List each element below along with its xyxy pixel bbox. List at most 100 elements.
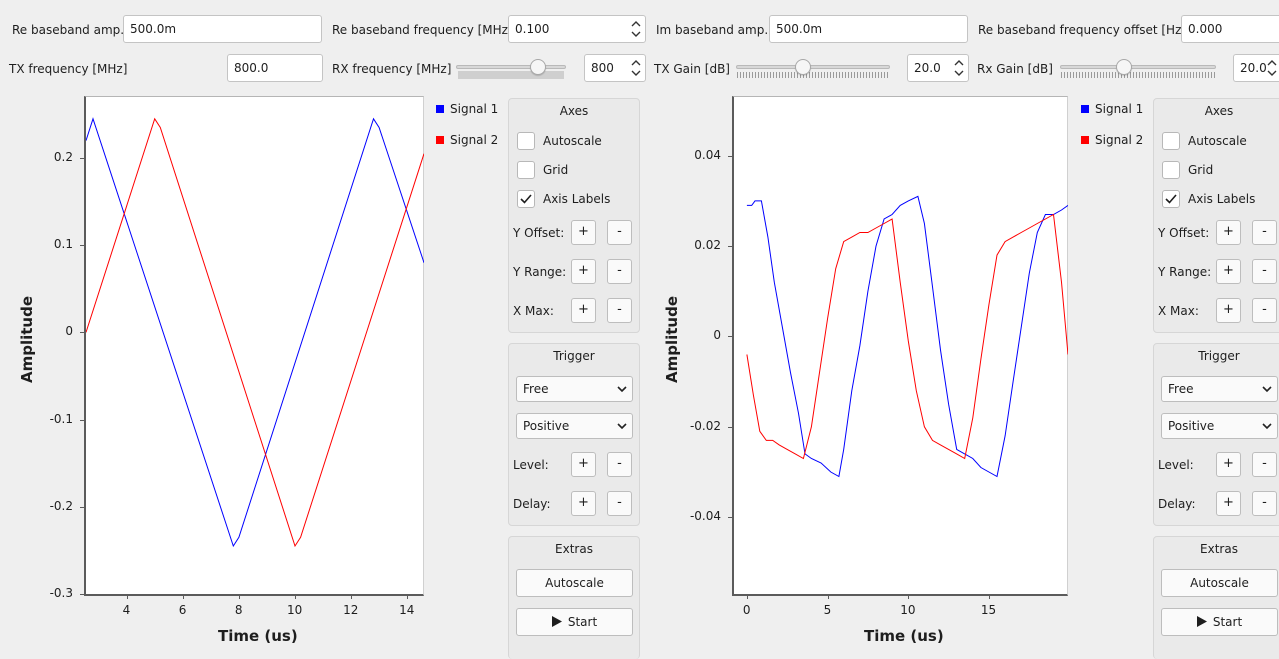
spin-arrows-icon[interactable] [954,58,964,78]
plot2-canvas[interactable] [732,96,1068,596]
level-plus-button[interactable]: + [1216,452,1241,477]
spin-arrows-icon[interactable] [1267,58,1277,78]
axis-labels-checkbox[interactable] [517,190,535,208]
checkmark-icon [520,194,532,204]
re-amp-input[interactable]: 500.0m [123,15,322,43]
axis-labels-checkbox[interactable] [1162,190,1180,208]
y-tick-mark [728,336,733,338]
spin-arrows-icon[interactable] [631,58,641,78]
plot2-xlabel: Time (us) [864,627,944,645]
y-tick-label: 0.04 [694,147,721,162]
y-range-plus-button[interactable]: + [571,259,596,284]
y-tick-label: 0 [65,324,73,339]
x-tick-label: 4 [122,603,131,617]
y-offset-plus-button[interactable]: + [571,220,596,245]
level-plus-button[interactable]: + [571,452,596,477]
trigger-group-title: Trigger [553,349,595,363]
series-line-signal2 [746,213,1068,460]
tx-gain-label: TX Gain [dB] [654,62,730,76]
y-tick-label: 0.2 [53,150,73,165]
rx-gain-spinbox[interactable]: 20.0 [1233,54,1279,82]
plot1-container: Time (us) Amplitude Signal 1 Signal 2 4 6… [0,90,500,659]
x-max-minus-button[interactable]: - [1252,298,1277,323]
x-tick-mark [908,594,910,599]
x-tick-mark [294,594,296,599]
control-panel-2: Axes Autoscale Grid Axis Labels Y Offset… [1153,98,1279,659]
y-offset-minus-button[interactable]: - [1252,220,1277,245]
tx-gain-slider[interactable] [734,58,892,80]
y-offset-minus-button[interactable]: - [607,220,632,245]
rx-freq-value: 800 [591,61,614,75]
tx-gain-spinbox[interactable]: 20.0 [907,54,969,82]
rx-freq-slider-track [456,65,566,69]
tx-freq-label: TX frequency [MHz] [9,62,128,76]
y-range-minus-button[interactable]: - [607,259,632,284]
trigger-slope-select[interactable]: Positive [1161,413,1278,439]
tx-gain-value: 20.0 [914,61,941,75]
x-max-label: X Max: [1158,304,1199,318]
rx-freq-slider[interactable] [454,58,568,80]
re-freq-offset-label: Re baseband frequency offset [Hz] [978,23,1187,37]
delay-plus-button[interactable]: + [1216,491,1241,516]
x-tick-label: 6 [178,603,187,617]
delay-minus-button[interactable]: - [607,491,632,516]
rx-freq-spinbox[interactable]: 800 [584,54,646,82]
start-button[interactable]: Start [516,608,633,636]
y-offset-plus-button[interactable]: + [1216,220,1241,245]
trigger-mode-select[interactable]: Free [1161,376,1278,402]
trigger-group-title: Trigger [1198,349,1240,363]
chevron-down-icon [617,386,627,393]
x-max-plus-button[interactable]: + [571,298,596,323]
y-tick-label: 0.02 [694,238,721,253]
start-button[interactable]: Start [1161,608,1278,636]
axes-group: Axes Autoscale Grid Axis Labels Y Offset… [508,98,640,333]
delay-minus-button[interactable]: - [1252,491,1277,516]
level-minus-button[interactable]: - [1252,452,1277,477]
x-tick-mark [746,594,748,599]
delay-label: Delay: [513,497,551,511]
y-range-plus-button[interactable]: + [1216,259,1241,284]
trigger-slope-select[interactable]: Positive [516,413,633,439]
re-freq-label: Re baseband frequency [MHz] [332,23,513,37]
autoscale-checkbox[interactable] [517,132,535,150]
y-range-label: Y Range: [1158,265,1212,279]
autoscale-button[interactable]: Autoscale [1161,569,1278,597]
extras-group-title: Extras [555,542,593,556]
autoscale-checkbox[interactable] [1162,132,1180,150]
re-freq-offset-spinbox[interactable]: 0.000 [1181,15,1279,43]
trigger-mode-value: Free [1168,382,1194,396]
spin-arrows-icon[interactable] [631,19,641,39]
trigger-slope-value: Positive [1168,419,1215,433]
delay-plus-button[interactable]: + [571,491,596,516]
rx-freq-slider-handle[interactable] [530,59,547,75]
re-freq-value: 0.100 [515,22,550,36]
autoscale-button[interactable]: Autoscale [516,569,633,597]
rx-gain-slider-ticks [1061,72,1215,78]
y-tick-mark [728,155,733,157]
y-tick-label: 0.1 [53,237,73,252]
rx-gain-slider-handle[interactable] [1115,59,1132,75]
level-minus-button[interactable]: - [607,452,632,477]
im-amp-label: Im baseband amp.: [656,23,773,37]
plot2-ylabel: Amplitude [663,295,681,383]
x-tick-mark [407,594,409,599]
tx-freq-input[interactable]: 800.0 [227,54,323,82]
y-tick-mark [80,594,85,595]
grid-checkbox[interactable] [517,161,535,179]
grid-checkbox[interactable] [1162,161,1180,179]
rx-gain-slider[interactable] [1058,58,1218,80]
tx-gain-slider-handle[interactable] [795,59,812,75]
rx-freq-label: RX frequency [MHz] [332,62,452,76]
y-range-minus-button[interactable]: - [1252,259,1277,284]
extras-group-title: Extras [1200,542,1238,556]
re-freq-spinbox[interactable]: 0.100 [508,15,646,43]
x-max-plus-button[interactable]: + [1216,298,1241,323]
y-offset-label: Y Offset: [1158,226,1210,240]
trigger-group: Trigger Free Positive Level: + - Delay: … [508,343,640,526]
trigger-mode-select[interactable]: Free [516,376,633,402]
plot1-canvas[interactable] [84,96,424,596]
autoscale-checkbox-label: Autoscale [1188,134,1247,148]
im-amp-input[interactable]: 500.0m [769,15,968,43]
y-tick-label: 0 [713,328,721,343]
x-max-minus-button[interactable]: - [607,298,632,323]
